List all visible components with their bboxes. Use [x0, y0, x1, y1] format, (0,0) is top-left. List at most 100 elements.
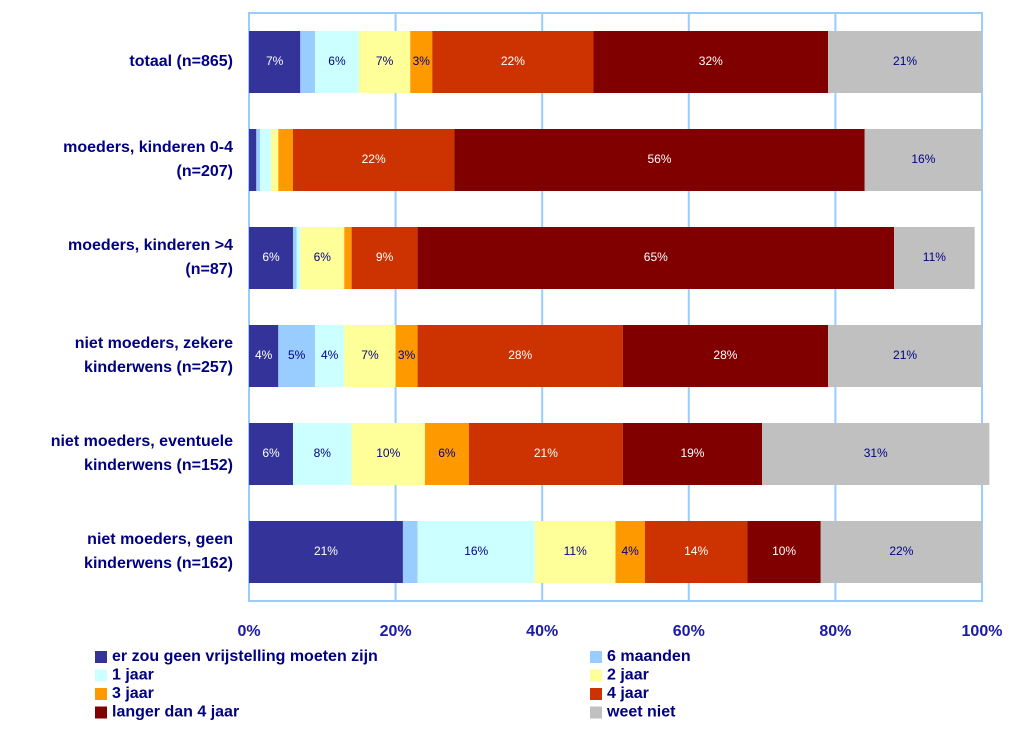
data-label: 22% [501, 54, 525, 68]
bar-segment [432, 31, 594, 93]
data-label: 31% [864, 446, 888, 460]
data-label: 4% [321, 348, 339, 362]
data-label: 8% [314, 446, 332, 460]
bar-segment [644, 521, 748, 583]
data-label: 22% [889, 544, 913, 558]
plot-border [248, 12, 983, 602]
legend-swatch [95, 706, 107, 719]
bar-segment [894, 227, 975, 289]
bar-segment [454, 129, 865, 191]
bar-segment [256, 129, 260, 191]
bar-segment [292, 227, 297, 289]
bar-segment [344, 325, 396, 387]
data-label: 5% [288, 348, 306, 362]
category-label: niet moeders, zekere [75, 335, 233, 352]
data-label: 10% [772, 544, 796, 558]
data-label: 14% [684, 544, 708, 558]
data-label: 21% [893, 54, 917, 68]
data-label: 6% [314, 250, 332, 264]
data-label: 6% [328, 54, 346, 68]
data-label: 7% [266, 54, 284, 68]
bar-segment [358, 31, 411, 93]
bar-segment [249, 423, 293, 485]
category-label: niet moeders, geen [87, 531, 233, 548]
bar-segment [249, 129, 257, 191]
bar-segment [292, 129, 455, 191]
bar-segment [417, 227, 895, 289]
bar-segment [300, 227, 345, 289]
bar-segment [344, 227, 352, 289]
legend-label: 4 jaar [607, 685, 649, 702]
bar-segment [534, 521, 616, 583]
data-label: 7% [376, 54, 394, 68]
bar-segment [314, 325, 345, 387]
category-label: totaal (n=865) [129, 53, 233, 70]
bar-segment [351, 227, 418, 289]
bar-segment [300, 31, 315, 93]
category-label: kinderwens (n=257) [84, 359, 233, 376]
x-tick-label: 20% [380, 623, 412, 640]
data-label: 56% [647, 152, 671, 166]
legend-swatch [95, 688, 107, 700]
legend-label: er zou geen vrijstelling moeten zijn [112, 648, 378, 665]
x-tick-label: 0% [237, 623, 260, 640]
bar-segment [249, 325, 279, 387]
data-label: 21% [534, 446, 558, 460]
data-label: 6% [262, 446, 280, 460]
data-label: 10% [376, 446, 400, 460]
bar-segment [593, 31, 829, 93]
bar-segment [278, 129, 293, 191]
legend-label: 1 jaar [112, 667, 154, 684]
bar-segment [615, 521, 645, 583]
data-label: 4% [621, 544, 639, 558]
bar-segment [351, 423, 425, 485]
x-tick-label: 80% [819, 623, 851, 640]
bar-segment [270, 129, 279, 191]
legend-label: 2 jaar [607, 667, 649, 684]
legend-swatch [590, 706, 602, 719]
data-label: 16% [464, 544, 488, 558]
data-label: 4% [255, 348, 273, 362]
data-label: 32% [699, 54, 723, 68]
category-label: moeders, kinderen 0-4 [63, 139, 233, 156]
bar-segment [395, 325, 418, 387]
data-label: 16% [911, 152, 935, 166]
legend-swatch [95, 669, 107, 682]
bar-segment [820, 521, 982, 583]
bar-segment [622, 325, 829, 387]
category-label: kinderwens (n=152) [84, 457, 233, 474]
bar-segment [828, 325, 982, 387]
data-label: 22% [362, 152, 386, 166]
data-label: 6% [262, 250, 280, 264]
legend-swatch [95, 651, 107, 663]
category-label: moeders, kinderen >4 [68, 237, 233, 254]
bar-segment [828, 31, 982, 93]
data-label: 6% [438, 446, 456, 460]
bar-segment [249, 521, 403, 583]
legend-swatch [590, 669, 602, 682]
data-label: 7% [361, 348, 379, 362]
bar-segment [762, 423, 990, 485]
bar-segment [296, 227, 301, 289]
bar-segment [417, 325, 623, 387]
bar-segment [249, 227, 293, 289]
x-tick-label: 100% [962, 623, 1003, 640]
category-label: niet moeders, eventuele [51, 433, 233, 450]
data-label: 65% [644, 250, 668, 264]
data-label: 11% [923, 250, 946, 264]
bar-segment [314, 31, 359, 93]
legend-label: 3 jaar [112, 685, 154, 702]
bar-segment [402, 521, 418, 583]
legend-label: 6 maanden [607, 648, 691, 665]
data-label: 28% [713, 348, 737, 362]
data-label: 28% [508, 348, 532, 362]
bar-segment [622, 423, 763, 485]
bar-segment [410, 31, 433, 93]
data-label: 21% [314, 544, 338, 558]
bar-segment [864, 129, 982, 191]
x-tick-label: 40% [526, 623, 558, 640]
bar-segment [424, 423, 469, 485]
bar-segment [747, 521, 821, 583]
bar-segment [468, 423, 623, 485]
